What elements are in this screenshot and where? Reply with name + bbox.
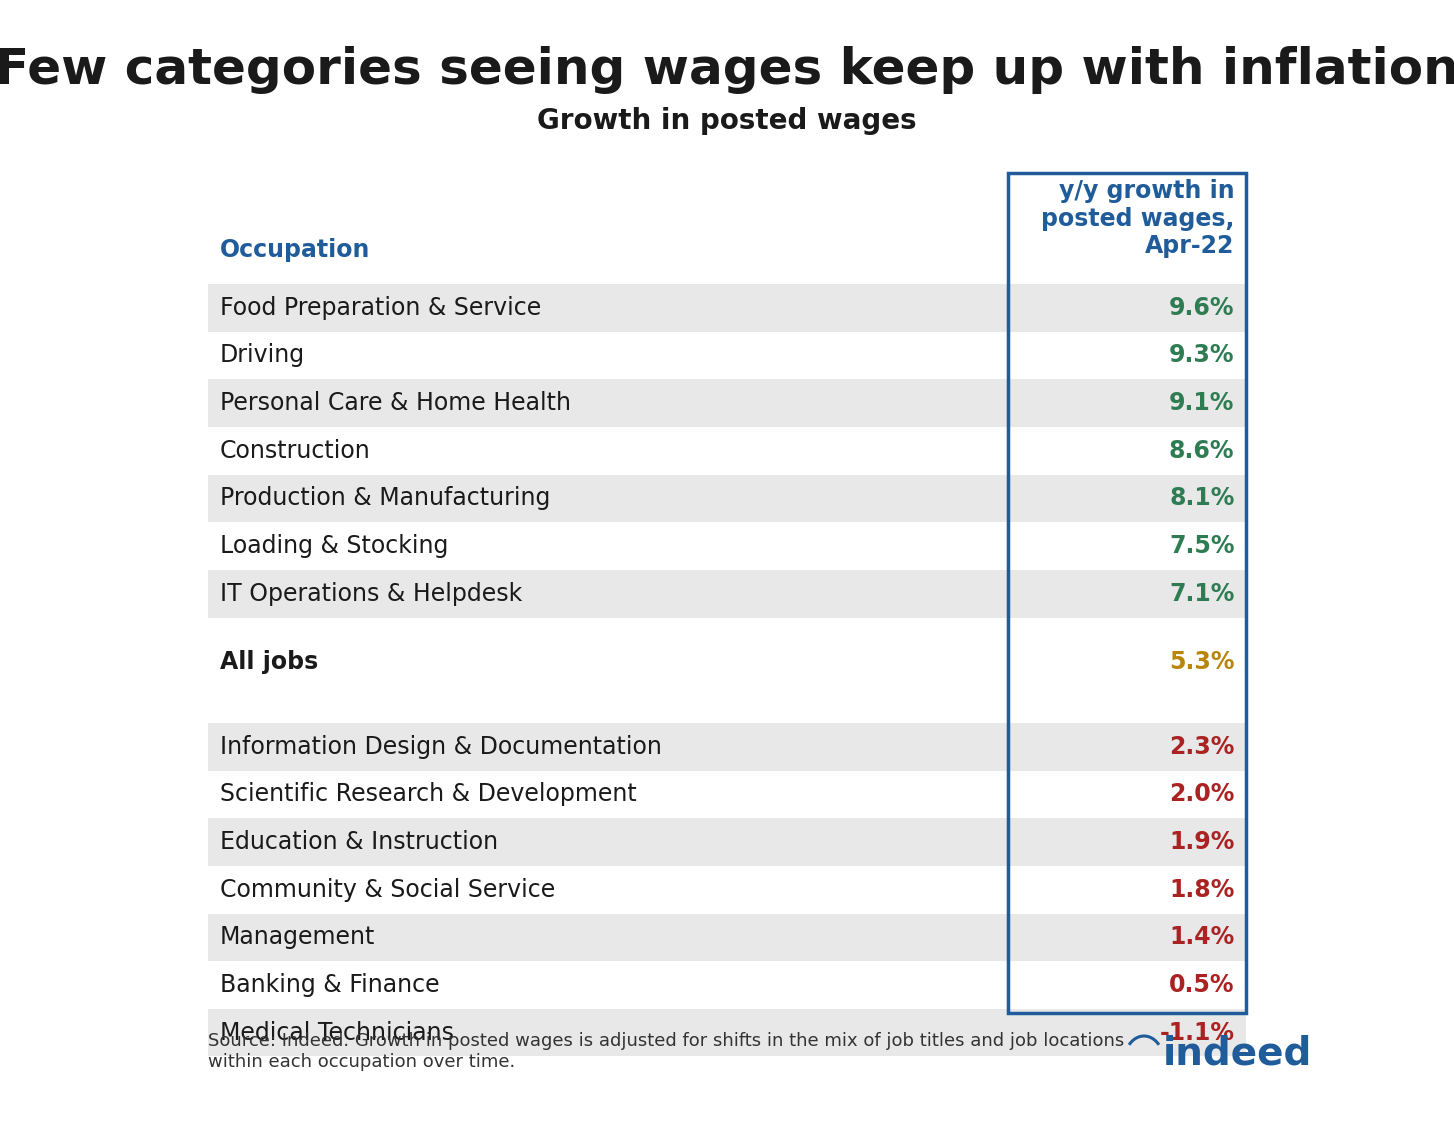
Text: indeed: indeed [1163, 1034, 1312, 1073]
Text: 2.0%: 2.0% [1169, 782, 1234, 807]
Text: 7.5%: 7.5% [1169, 534, 1234, 558]
Text: y/y growth in
posted wages,
Apr-22: y/y growth in posted wages, Apr-22 [1041, 178, 1234, 258]
FancyBboxPatch shape [208, 522, 1246, 570]
FancyBboxPatch shape [208, 962, 1246, 1009]
FancyBboxPatch shape [208, 332, 1246, 379]
Text: Community & Social Service: Community & Social Service [220, 877, 555, 902]
Text: 0.5%: 0.5% [1169, 973, 1234, 997]
FancyBboxPatch shape [208, 723, 1246, 771]
Text: 9.6%: 9.6% [1169, 296, 1234, 320]
Text: 9.1%: 9.1% [1169, 392, 1234, 415]
Text: 5.3%: 5.3% [1169, 651, 1234, 674]
FancyBboxPatch shape [208, 913, 1246, 962]
Text: Medical Technicians: Medical Technicians [220, 1021, 454, 1045]
Text: Growth in posted wages: Growth in posted wages [537, 107, 917, 135]
Text: 1.4%: 1.4% [1169, 926, 1234, 949]
FancyBboxPatch shape [208, 771, 1246, 818]
FancyBboxPatch shape [208, 866, 1246, 913]
Text: -1.1%: -1.1% [1159, 1021, 1234, 1045]
FancyBboxPatch shape [208, 426, 1246, 475]
Text: Education & Instruction: Education & Instruction [220, 830, 497, 854]
Text: 8.1%: 8.1% [1169, 487, 1234, 511]
Text: Production & Manufacturing: Production & Manufacturing [220, 487, 550, 511]
FancyBboxPatch shape [208, 379, 1246, 426]
Text: 8.6%: 8.6% [1169, 439, 1234, 462]
Text: Loading & Stocking: Loading & Stocking [220, 534, 448, 558]
Text: Scientific Research & Development: Scientific Research & Development [220, 782, 637, 807]
Text: All jobs: All jobs [220, 651, 318, 674]
FancyBboxPatch shape [208, 1009, 1246, 1057]
FancyBboxPatch shape [208, 637, 1246, 688]
Text: Few categories seeing wages keep up with inflation: Few categories seeing wages keep up with… [0, 46, 1454, 94]
Text: Personal Care & Home Health: Personal Care & Home Health [220, 392, 570, 415]
FancyBboxPatch shape [208, 475, 1246, 522]
Text: Construction: Construction [220, 439, 371, 462]
FancyBboxPatch shape [208, 818, 1246, 866]
Text: 1.8%: 1.8% [1169, 877, 1234, 902]
Text: Food Preparation & Service: Food Preparation & Service [220, 296, 541, 320]
Text: Source: Indeed. Growth in posted wages is adjusted for shifts in the mix of job : Source: Indeed. Growth in posted wages i… [208, 1032, 1125, 1070]
Text: 9.3%: 9.3% [1169, 343, 1234, 367]
Text: 2.3%: 2.3% [1169, 735, 1234, 758]
Text: IT Operations & Helpdesk: IT Operations & Helpdesk [220, 581, 522, 606]
Text: 7.1%: 7.1% [1169, 581, 1234, 606]
Text: Information Design & Documentation: Information Design & Documentation [220, 735, 662, 758]
Text: 1.9%: 1.9% [1169, 830, 1234, 854]
FancyBboxPatch shape [208, 570, 1246, 617]
Text: Occupation: Occupation [220, 238, 369, 261]
Text: Banking & Finance: Banking & Finance [220, 973, 439, 997]
Text: Management: Management [220, 926, 375, 949]
FancyBboxPatch shape [208, 284, 1246, 332]
Text: Driving: Driving [220, 343, 305, 367]
